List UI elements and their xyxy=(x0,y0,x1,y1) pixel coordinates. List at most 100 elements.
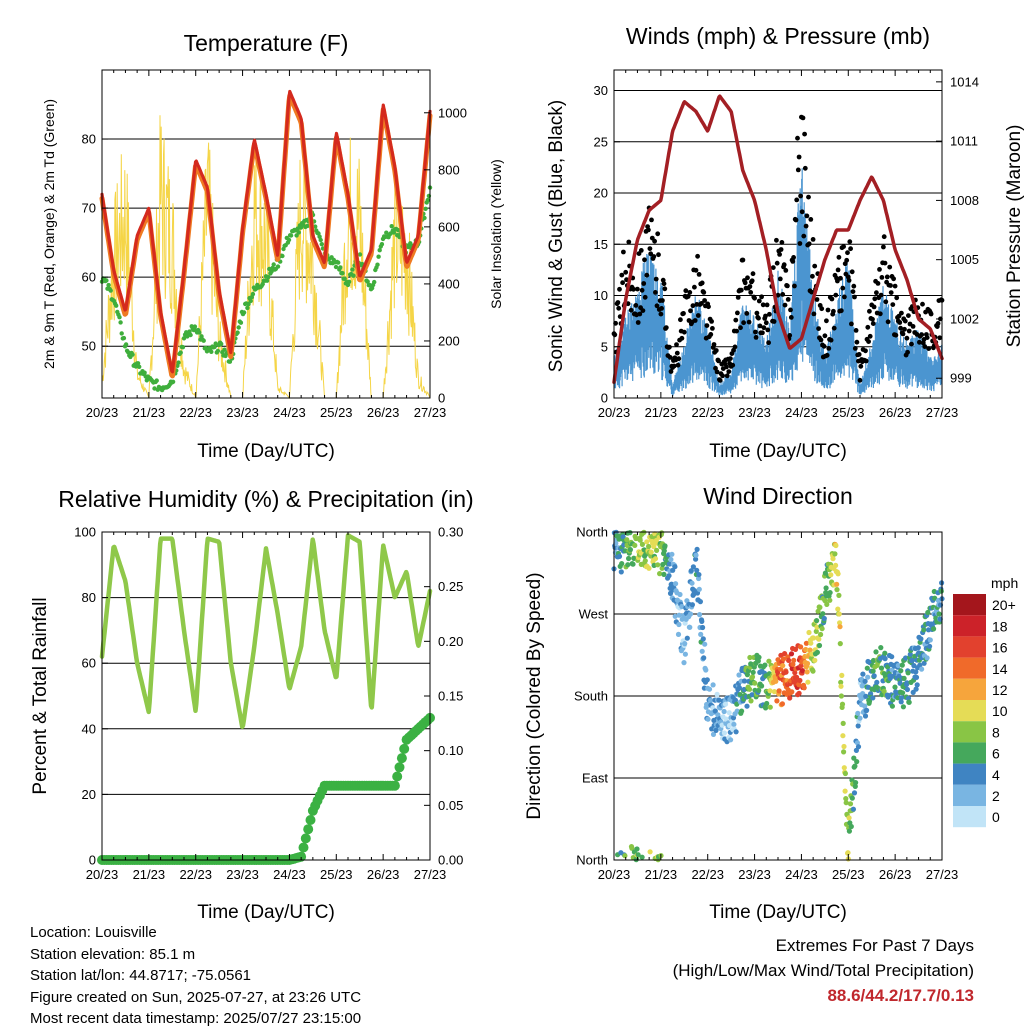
direction-point xyxy=(701,655,707,661)
gust-point xyxy=(906,313,911,318)
gust-point xyxy=(852,346,858,351)
direction-point xyxy=(837,624,843,630)
gust-point xyxy=(649,217,654,223)
precipitation-point xyxy=(392,771,403,782)
gust-point xyxy=(708,332,714,337)
gust-point xyxy=(754,310,760,316)
gust-point xyxy=(695,313,701,318)
y-tick-label: 0 xyxy=(89,853,96,868)
gust-point xyxy=(847,239,853,245)
gust-point xyxy=(814,297,820,302)
gust-point xyxy=(647,246,653,252)
direction-point xyxy=(712,708,718,714)
y2-tick-label: 1011 xyxy=(950,134,978,149)
gust-point xyxy=(685,294,691,299)
direction-point xyxy=(806,629,812,636)
dewpoint-point xyxy=(238,320,244,325)
gust-point xyxy=(877,267,882,272)
direction-point xyxy=(789,689,795,695)
gust-point xyxy=(826,346,832,351)
gust-point xyxy=(759,294,764,300)
gust-point xyxy=(640,308,646,313)
direction-point xyxy=(796,690,802,696)
direction-point xyxy=(901,675,907,682)
direction-point xyxy=(791,657,797,664)
y2-tick-label: 0.20 xyxy=(438,634,463,649)
gust-point xyxy=(655,231,661,237)
direction-point xyxy=(924,655,930,661)
y-tick-label: 60 xyxy=(82,656,96,671)
x-tick-label: 20/23 xyxy=(86,867,119,882)
x-tick-label: 21/23 xyxy=(133,405,166,420)
dewpoint-point xyxy=(342,276,347,281)
gust-point xyxy=(631,286,636,292)
dewpoint-point xyxy=(241,310,247,315)
x-tick-label: 22/23 xyxy=(691,405,724,420)
legend-swatch xyxy=(953,784,986,806)
humidity-left-axis-label: Percent & Total Rainfall xyxy=(30,597,51,794)
direction-point xyxy=(730,715,737,721)
legend-swatch xyxy=(953,763,986,785)
direction-point xyxy=(854,759,860,765)
direction-point xyxy=(814,649,821,656)
direction-point xyxy=(721,730,728,736)
dewpoint-point xyxy=(201,338,206,343)
dewpoint-point xyxy=(266,275,271,280)
legend-swatch xyxy=(953,657,986,679)
gust-point xyxy=(713,348,719,353)
dewpoint-point xyxy=(376,254,381,259)
direction-point xyxy=(690,564,697,570)
extremes-subtitle: (High/Low/Max Wind/Total Precipitation) xyxy=(672,961,974,980)
dewpoint-point xyxy=(178,350,183,355)
direction-point xyxy=(642,558,648,564)
direction-point xyxy=(881,688,887,694)
dewpoint-point xyxy=(384,230,389,235)
gust-point xyxy=(926,346,932,351)
direction-point xyxy=(855,744,862,750)
x-tick-label: 27/23 xyxy=(414,405,447,420)
dewpoint-point xyxy=(248,298,253,304)
x-tick-label: 23/23 xyxy=(738,867,771,882)
direction-point xyxy=(776,688,782,694)
gust-point xyxy=(872,296,878,302)
direction-point xyxy=(790,661,796,668)
direction-point xyxy=(837,620,843,626)
gust-point xyxy=(760,330,765,336)
direction-point xyxy=(764,700,770,707)
winds-ticks: 0 5 10 15 20 25 30 999 1002 1005 1008 1011 1014 20/23… xyxy=(594,70,979,420)
direction-point xyxy=(767,704,773,710)
direction-point xyxy=(676,621,682,628)
gust-point xyxy=(717,378,723,383)
direction-point xyxy=(913,669,919,675)
direction-point xyxy=(693,552,699,558)
gust-point xyxy=(679,335,685,341)
direction-point xyxy=(696,586,702,592)
direction-point xyxy=(752,680,758,686)
gust-point xyxy=(659,306,664,311)
direction-point xyxy=(850,806,857,812)
gust-point xyxy=(745,275,750,281)
gust-point xyxy=(658,311,664,317)
direction-point xyxy=(782,651,788,657)
direction-point xyxy=(647,849,653,855)
dewpoint-point xyxy=(379,242,385,247)
direction-point xyxy=(805,679,811,685)
gust-point xyxy=(824,318,829,324)
direction-point xyxy=(865,674,871,680)
gust-point xyxy=(909,341,914,347)
gust-point xyxy=(738,325,743,331)
legend-swatch xyxy=(953,636,986,658)
gust-point xyxy=(750,271,756,277)
gust-point xyxy=(825,307,831,313)
speed-legend-title: mph xyxy=(991,575,1018,591)
gust-point xyxy=(730,362,736,368)
direction-point xyxy=(682,620,688,626)
dewpoint-point xyxy=(351,273,356,278)
gust-point xyxy=(922,344,928,349)
gust-point xyxy=(910,324,916,329)
gust-point xyxy=(802,131,807,137)
gust-point xyxy=(846,278,852,283)
x-tick-label: 27/23 xyxy=(926,405,959,420)
temperature-2m-line xyxy=(100,89,432,374)
